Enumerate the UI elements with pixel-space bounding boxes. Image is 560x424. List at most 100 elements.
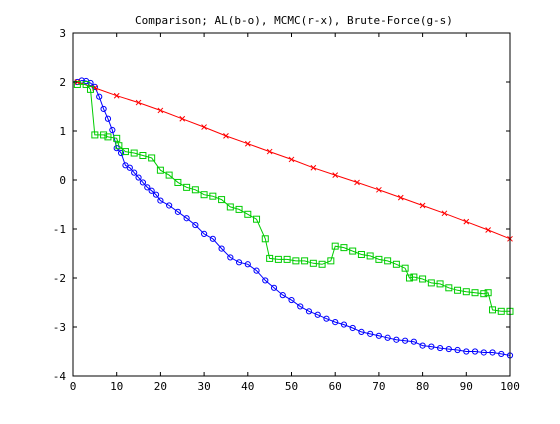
x-tick-label: 80 [416, 380, 429, 393]
y-tick-label: -1 [53, 223, 66, 236]
data-point [358, 328, 365, 335]
data-point [309, 259, 317, 267]
data-point [192, 221, 199, 229]
data-point [340, 321, 348, 328]
x-tick-label: 50 [285, 380, 298, 393]
data-point [244, 210, 252, 218]
data-point [226, 203, 234, 211]
data-point [462, 288, 470, 296]
data-point [209, 235, 216, 242]
data-point [148, 154, 156, 162]
data-point [323, 315, 330, 322]
data-point [367, 330, 374, 337]
x-tick-label: 10 [110, 380, 123, 393]
data-point [480, 290, 488, 298]
y-tick-label: 1 [59, 125, 66, 138]
data-point [244, 140, 251, 147]
data-point [471, 289, 479, 297]
data-point [283, 255, 291, 263]
data-point [266, 148, 273, 155]
data-point [445, 284, 453, 292]
data-point [340, 244, 348, 252]
data-point [121, 148, 129, 156]
data-point [331, 242, 339, 250]
data-point [113, 92, 120, 99]
data-point [419, 275, 427, 283]
series-line [77, 79, 511, 356]
data-point [297, 303, 304, 310]
data-point [332, 172, 339, 178]
data-point [454, 346, 461, 354]
series-0 [74, 77, 514, 359]
data-point [218, 245, 225, 252]
series-line [77, 81, 511, 240]
series-1 [74, 79, 513, 242]
data-point [463, 348, 470, 355]
data-point [227, 254, 234, 261]
data-point [130, 149, 138, 157]
data-point [266, 254, 274, 262]
axes: 0 10 20 30 40 50 60 70 80 90 100 -4 -3 -2 -1 0 1 2 3 [53, 27, 520, 393]
data-point [305, 308, 313, 315]
data-point [436, 280, 444, 288]
data-point [96, 93, 103, 100]
data-point [209, 192, 217, 200]
data-point [270, 284, 278, 291]
plot-area [73, 77, 514, 359]
data-point [489, 349, 496, 356]
data-point [366, 252, 374, 260]
data-point [354, 179, 360, 186]
data-point [292, 257, 300, 265]
data-point [126, 164, 133, 171]
data-point [113, 145, 120, 152]
data-point [279, 292, 286, 299]
data-point [262, 277, 269, 284]
series-2 [73, 80, 514, 315]
data-point [109, 126, 116, 134]
data-point [253, 267, 260, 274]
data-point [288, 296, 295, 304]
data-point [191, 186, 199, 194]
data-point [274, 255, 282, 263]
x-tick-label: 40 [241, 380, 254, 393]
data-point [100, 131, 108, 139]
series-line [77, 83, 510, 312]
data-point [357, 250, 365, 258]
data-point [471, 348, 479, 355]
data-point [223, 133, 229, 139]
x-tick-label: 60 [329, 380, 342, 393]
data-point [480, 349, 487, 356]
data-point [384, 334, 391, 341]
data-point [73, 80, 81, 88]
data-point [235, 205, 243, 213]
data-point [301, 257, 309, 265]
x-tick-label: 100 [500, 380, 520, 393]
axes-frame [72, 32, 511, 377]
data-point [310, 164, 317, 171]
data-point [454, 286, 462, 294]
data-point [375, 332, 382, 339]
data-point [327, 257, 335, 265]
data-point [261, 235, 269, 243]
data-point [104, 133, 112, 141]
data-point [157, 197, 164, 204]
data-point [183, 215, 190, 222]
data-point [139, 152, 147, 159]
y-tick-label: 2 [59, 76, 66, 89]
data-point [384, 257, 392, 265]
data-point [91, 131, 99, 139]
y-tick-label: -3 [53, 321, 66, 334]
data-point [135, 99, 142, 106]
data-point [156, 166, 164, 174]
x-tick-label: 70 [372, 380, 385, 393]
data-point [100, 105, 107, 113]
data-point [428, 343, 435, 350]
data-point [166, 202, 173, 209]
data-point [445, 345, 452, 353]
data-point [139, 179, 147, 186]
data-point [86, 85, 94, 93]
data-point [113, 134, 121, 142]
y-tick-label: 0 [59, 174, 66, 187]
data-point [410, 273, 418, 281]
